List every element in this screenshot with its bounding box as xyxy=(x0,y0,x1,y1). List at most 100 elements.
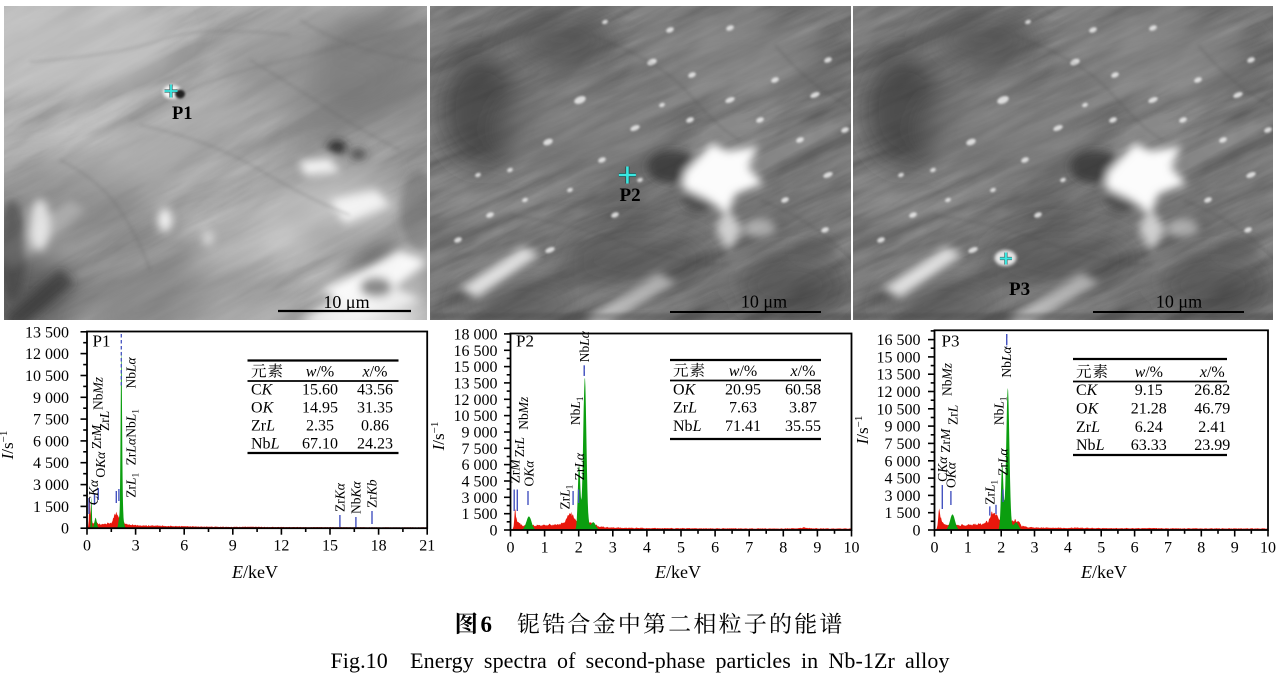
svg-text:6: 6 xyxy=(481,612,493,637)
svg-text:10: 10 xyxy=(844,540,860,557)
svg-text:9 000: 9 000 xyxy=(33,390,69,407)
svg-text:ZrL: ZrL xyxy=(1076,419,1100,436)
svg-text:NbL1: NbL1 xyxy=(568,397,585,426)
svg-text:15 000: 15 000 xyxy=(877,349,921,366)
svg-text:5: 5 xyxy=(1097,540,1105,557)
svg-text:10 μm: 10 μm xyxy=(1156,292,1202,312)
svg-text:ZrLα: ZrLα xyxy=(572,452,587,480)
svg-text:P3: P3 xyxy=(1009,279,1030,300)
svg-text:ZrKb: ZrKb xyxy=(365,479,380,508)
svg-text:10: 10 xyxy=(1260,540,1276,557)
svg-text:4 500: 4 500 xyxy=(33,455,69,472)
svg-text:ZrL1: ZrL1 xyxy=(557,485,574,510)
svg-text:43.56: 43.56 xyxy=(357,382,393,399)
svg-text:13 500: 13 500 xyxy=(25,324,69,341)
svg-text:NbMz: NbMz xyxy=(939,362,954,396)
svg-text:71.41: 71.41 xyxy=(725,418,761,435)
svg-text:ZrLα: ZrLα xyxy=(124,437,139,465)
svg-text:9 000: 9 000 xyxy=(885,419,921,436)
svg-text:67.10: 67.10 xyxy=(302,435,338,452)
svg-text:CK: CK xyxy=(251,382,274,399)
svg-text:21: 21 xyxy=(419,538,435,555)
svg-text:P2: P2 xyxy=(516,332,534,351)
svg-text:8: 8 xyxy=(779,540,787,557)
svg-text:9: 9 xyxy=(1231,540,1239,557)
svg-text:OK: OK xyxy=(673,381,697,398)
svg-text:60.58: 60.58 xyxy=(785,381,821,398)
svg-text:3 000: 3 000 xyxy=(885,488,921,505)
svg-text:4: 4 xyxy=(643,540,651,557)
svg-text:0: 0 xyxy=(913,523,921,540)
svg-text:OKα: OKα xyxy=(943,461,958,488)
svg-text:4: 4 xyxy=(1064,540,1072,557)
svg-text:6.24: 6.24 xyxy=(1135,419,1163,436)
svg-text:P1: P1 xyxy=(172,104,193,124)
svg-text:10 500: 10 500 xyxy=(877,401,921,418)
svg-text:x/%: x/% xyxy=(362,364,388,381)
svg-text:4 500: 4 500 xyxy=(885,471,921,488)
svg-text:15.60: 15.60 xyxy=(302,382,338,399)
svg-text:CKα: CKα xyxy=(935,456,950,482)
svg-text:12: 12 xyxy=(273,538,289,555)
svg-text:2: 2 xyxy=(997,540,1005,557)
svg-text:18 000: 18 000 xyxy=(454,326,498,343)
svg-text:ZrM: ZrM xyxy=(938,428,953,453)
svg-text:23.99: 23.99 xyxy=(1194,437,1230,454)
svg-text:7: 7 xyxy=(1164,540,1172,557)
svg-text:12 000: 12 000 xyxy=(454,392,498,409)
svg-text:21.28: 21.28 xyxy=(1131,400,1167,417)
svg-text:4 500: 4 500 xyxy=(462,474,498,491)
svg-text:NbL: NbL xyxy=(673,418,702,435)
svg-text:13 500: 13 500 xyxy=(877,367,921,384)
svg-text:9.15: 9.15 xyxy=(1135,382,1163,399)
svg-text:3 000: 3 000 xyxy=(462,490,498,507)
svg-text:NbL1: NbL1 xyxy=(124,409,141,438)
svg-text:CKα: CKα xyxy=(86,479,101,505)
svg-text:OK: OK xyxy=(251,400,275,417)
svg-text:10 500: 10 500 xyxy=(454,408,498,425)
svg-text:3: 3 xyxy=(609,540,617,557)
svg-text:9 000: 9 000 xyxy=(462,425,498,442)
svg-text:6 000: 6 000 xyxy=(885,453,921,470)
svg-text:7 500: 7 500 xyxy=(462,441,498,458)
svg-text:ZrL1: ZrL1 xyxy=(124,473,141,498)
svg-text:ZrL: ZrL xyxy=(97,411,112,431)
svg-text:ZrM: ZrM xyxy=(89,424,104,449)
svg-text:0: 0 xyxy=(61,521,69,538)
svg-text:15: 15 xyxy=(322,538,338,555)
svg-text:10 μm: 10 μm xyxy=(741,292,787,312)
svg-text:6: 6 xyxy=(711,540,719,557)
svg-text:NbL: NbL xyxy=(1076,437,1105,454)
svg-text:16 500: 16 500 xyxy=(877,332,921,349)
svg-text:6 000: 6 000 xyxy=(33,433,69,450)
svg-text:Fig.10 Energy spectra of seco: Fig.10 Energy spectra of second-phase pa… xyxy=(330,648,949,673)
svg-text:P2: P2 xyxy=(620,185,641,206)
svg-text:13 500: 13 500 xyxy=(454,375,498,392)
svg-text:20.95: 20.95 xyxy=(725,381,761,398)
svg-text:0: 0 xyxy=(931,540,939,557)
svg-text:1 500: 1 500 xyxy=(885,505,921,522)
svg-text:x/%: x/% xyxy=(790,363,816,380)
svg-text:24.23: 24.23 xyxy=(357,435,393,452)
svg-text:0.86: 0.86 xyxy=(361,418,389,435)
svg-text:63.33: 63.33 xyxy=(1131,437,1167,454)
svg-text:3: 3 xyxy=(1031,540,1039,557)
svg-text:31.35: 31.35 xyxy=(357,400,393,417)
svg-text:9: 9 xyxy=(813,540,821,557)
svg-text:35.55: 35.55 xyxy=(785,418,821,435)
svg-text:7.63: 7.63 xyxy=(729,400,757,417)
svg-text:0: 0 xyxy=(507,540,515,557)
svg-text:ZrLα: ZrLα xyxy=(996,447,1011,475)
svg-text:ZrKα: ZrKα xyxy=(332,482,347,512)
svg-text:16 500: 16 500 xyxy=(454,343,498,360)
svg-text:NbL1: NbL1 xyxy=(992,397,1009,426)
svg-text:ZrL: ZrL xyxy=(512,437,527,457)
svg-text:E/keV: E/keV xyxy=(231,562,278,582)
svg-text:12 000: 12 000 xyxy=(25,346,69,363)
svg-text:6 000: 6 000 xyxy=(462,457,498,474)
svg-text:26.82: 26.82 xyxy=(1194,382,1230,399)
svg-text:x/%: x/% xyxy=(1199,364,1225,381)
svg-text:7: 7 xyxy=(745,540,753,557)
svg-text:ZrL: ZrL xyxy=(673,400,697,417)
svg-text:10 μm: 10 μm xyxy=(323,292,369,312)
